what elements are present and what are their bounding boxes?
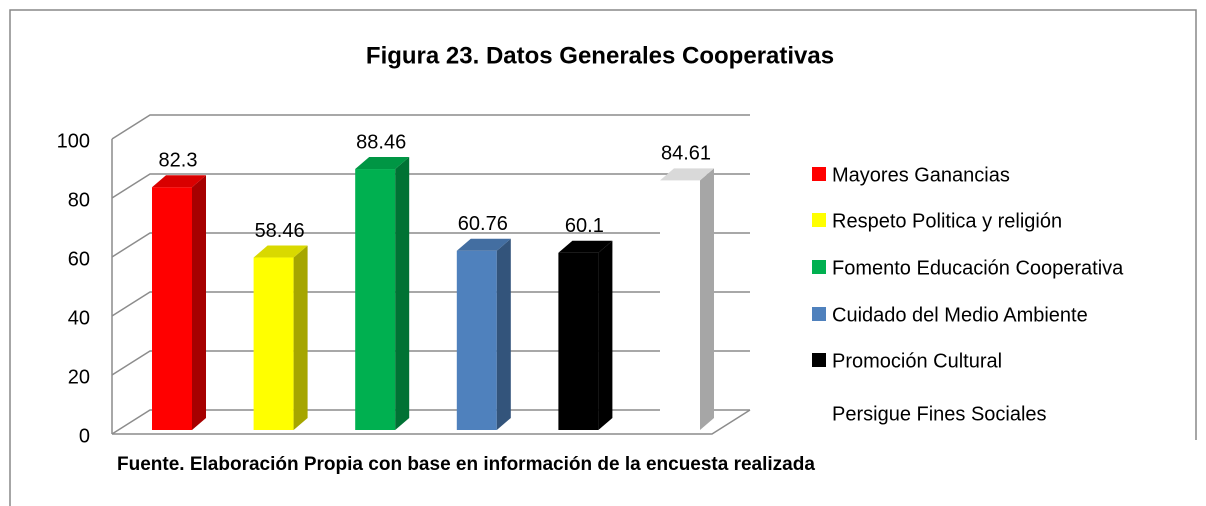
bar-top <box>660 168 714 181</box>
y-tick-label: 100 <box>57 130 90 152</box>
legend-label: Persigue Fines Sociales <box>832 403 1047 425</box>
bar <box>253 245 308 430</box>
bar-front <box>355 169 396 430</box>
bar-front <box>152 187 192 430</box>
legend-swatch <box>812 213 826 227</box>
legend-swatch <box>812 260 826 274</box>
y-tick-label: 80 <box>68 189 90 211</box>
bar <box>456 238 511 430</box>
source-note: Fuente. Elaboración Propia con base en i… <box>117 454 815 475</box>
floor <box>112 409 751 435</box>
bar-top <box>253 245 308 258</box>
legend-swatch <box>812 307 826 321</box>
legend-swatch <box>812 167 826 181</box>
bar-top <box>355 157 410 170</box>
bar-top <box>152 175 206 188</box>
bar-front <box>456 250 497 430</box>
grid-line <box>111 114 750 140</box>
grid-line <box>111 232 750 258</box>
bar-front <box>253 257 294 430</box>
legend-swatch <box>812 353 826 367</box>
legend-label: Cuidado del Medio Ambiente <box>832 304 1088 326</box>
grid-line <box>111 291 750 317</box>
chart-title: Figura 23. Datos Generales Cooperativas <box>366 42 834 69</box>
value-label: 88.46 <box>356 131 406 153</box>
grid-line <box>111 350 750 376</box>
bar <box>152 175 206 430</box>
legend-label: Respeto Politica y religión <box>832 210 1062 232</box>
bar-side <box>192 175 206 430</box>
value-label: 84.61 <box>661 143 711 165</box>
y-tick-label: 60 <box>68 248 90 270</box>
legend-swatch <box>812 406 826 420</box>
bar-side <box>395 157 410 430</box>
bar-side <box>496 238 511 430</box>
bar-side <box>598 240 613 430</box>
legend-label: Mayores Ganancias <box>832 164 1010 186</box>
bar-side <box>700 168 714 430</box>
y-tick-label: 40 <box>68 307 90 329</box>
frame <box>9 9 1197 506</box>
y-tick-label: 0 <box>79 425 90 447</box>
legend-label: Fomento Educación Cooperativa <box>832 257 1124 279</box>
grid-line <box>111 173 750 199</box>
value-label: 60.76 <box>458 213 508 235</box>
grid-line <box>111 409 750 435</box>
bar <box>660 168 714 430</box>
bar-top <box>456 238 511 251</box>
value-label: 60.1 <box>565 215 604 237</box>
value-label: 58.46 <box>255 220 305 242</box>
bar-front <box>558 252 599 430</box>
bar-side <box>293 245 308 430</box>
value-label: 82.3 <box>159 149 198 171</box>
bar-top <box>558 240 613 253</box>
legend-label: Promoción Cultural <box>832 350 1002 372</box>
bar <box>355 157 410 430</box>
y-tick-label: 20 <box>68 366 90 388</box>
bar <box>558 240 613 430</box>
bar-front <box>660 180 700 430</box>
